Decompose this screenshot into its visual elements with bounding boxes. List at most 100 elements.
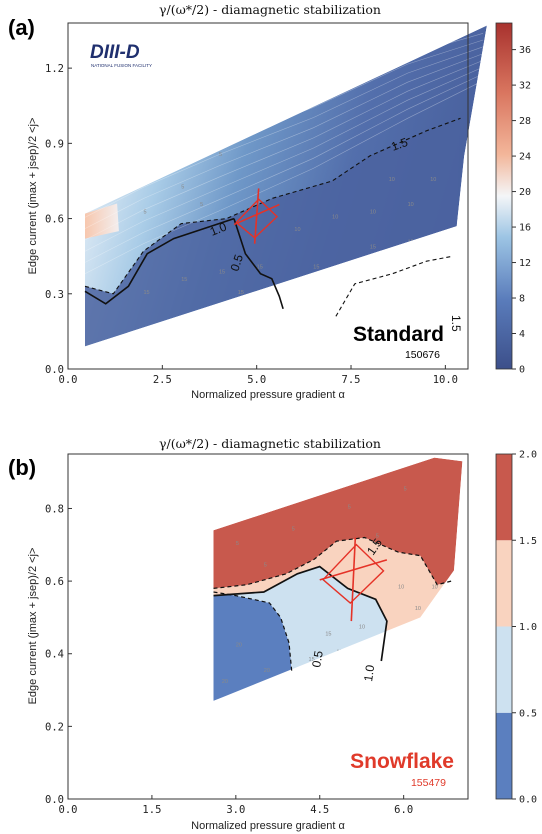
- panel-b-x-axis: 0.0 1.5 3.0 4.5 6.0: [59, 795, 413, 816]
- field-value: 15: [370, 245, 376, 251]
- panel-a-scenario-label: Standard: [353, 323, 444, 346]
- field-value: 20: [236, 642, 242, 648]
- uncertainty-box: [235, 198, 279, 239]
- panel-b-y-label: Edge current (jmax + jsep)/2 <j>: [27, 548, 39, 705]
- panel-a-title: γ/(ω*/2) - diamagnetic stabilization: [159, 2, 381, 17]
- x-tick-label: 2.5: [153, 374, 172, 386]
- field-value: 5: [106, 164, 109, 170]
- panel-a-y-axis: 0.0 0.3 0.6 0.9 1.2: [45, 63, 72, 376]
- panel-a-contour-label-1: 1.0: [208, 219, 229, 238]
- error-bar-y: [350, 537, 357, 622]
- panel-a-contour-labels: 1.0 0.5 1.5 1.5: [208, 135, 463, 332]
- colorbar-tick-label: 4: [519, 329, 525, 340]
- field-value: 15: [181, 277, 187, 283]
- panel-b: (b) γ/(ω*/2) - diamagnetic stabilization…: [8, 436, 537, 832]
- x-tick-label: 5.0: [247, 374, 266, 386]
- fine-contour-line: [85, 73, 484, 263]
- colorbar-tick-label: 12: [519, 258, 531, 269]
- field-value: 15: [313, 265, 319, 271]
- panel-b-contour-label-2: 1.0: [361, 664, 377, 683]
- panel-b-contours: [213, 536, 452, 672]
- y-tick-label: 0.4: [45, 649, 64, 661]
- panel-b-plot-area: 5 5 5 5 5 5 10 10 10 10 15 15 15 20 20 20 0.5 1.0 1.5: [213, 457, 463, 701]
- x-tick-label: 6.0: [394, 804, 413, 816]
- field-value: 10: [332, 215, 338, 221]
- field-value: 5: [125, 189, 128, 195]
- fine-contour-line: [85, 46, 484, 218]
- logo-text: DIII-D: [90, 42, 140, 63]
- field-value: 10: [432, 584, 438, 590]
- panel-a-warm-region: [85, 203, 119, 239]
- panel-b-level-0-0.5: [213, 592, 292, 701]
- field-value: 15: [143, 290, 149, 296]
- colorbar-tick-label: 24: [519, 152, 531, 163]
- panel-a-contour-label-4: 1.5: [449, 315, 463, 332]
- colorbar-tick-label: 1.0: [519, 622, 537, 633]
- field-value: 15: [337, 650, 343, 656]
- y-tick-label: 0.9: [45, 138, 64, 150]
- panel-b-scenario-label: Snowflake: [350, 750, 454, 773]
- panel-a-y-label: Edge current (jmax + jsep)/2 <j>: [27, 118, 39, 275]
- colorbar-tick-label: 1.5: [519, 536, 537, 547]
- panel-b-y-axis: 0.0 0.2 0.4 0.6 0.8: [45, 503, 72, 806]
- panel-b-x-label: Normalized pressure gradient α: [191, 820, 345, 832]
- x-tick-label: 10.0: [433, 374, 458, 386]
- field-value: 5: [264, 563, 267, 569]
- field-value: 5: [143, 210, 146, 216]
- field-value: 10: [389, 177, 395, 183]
- panel-b-title: γ/(ω*/2) - diamagnetic stabilization: [159, 436, 381, 451]
- y-tick-label: 0.6: [45, 576, 64, 588]
- field-value: 5: [236, 541, 239, 547]
- field-value: 10: [398, 584, 404, 590]
- panel-a-experimental-point: [233, 188, 280, 244]
- field-value: 20: [222, 679, 228, 685]
- panel-b-shot-number: 155479: [411, 777, 446, 789]
- colorbar-tick-label: 36: [519, 45, 531, 56]
- field-value: 10: [370, 210, 376, 216]
- colorbar-tick-label: 32: [519, 81, 531, 92]
- y-tick-label: 0.2: [45, 721, 64, 733]
- contour-0.5-solid: [233, 218, 284, 310]
- field-value: 5: [181, 184, 184, 190]
- y-tick-label: 0.6: [45, 214, 64, 226]
- field-value: 15: [257, 265, 263, 271]
- field-value: 10: [359, 624, 365, 630]
- colorbar-level: [496, 540, 512, 627]
- field-value: 15: [325, 632, 331, 638]
- colorbar-level: [496, 626, 512, 713]
- y-tick-label: 1.2: [45, 63, 64, 75]
- field-value: 15: [408, 240, 414, 246]
- field-value: 15: [219, 270, 225, 276]
- colorbar-tick-label: 28: [519, 116, 531, 127]
- field-value: 5: [200, 202, 203, 208]
- panel-a-axes-frame: [67, 22, 469, 370]
- colorbar-tick-label: 0.5: [519, 708, 537, 719]
- logo-subtitle: NATIONAL FUSION FACILITY: [91, 63, 152, 68]
- field-value: 10: [408, 202, 414, 208]
- field-value: 15: [309, 657, 315, 663]
- panel-b-experimental-point: [319, 537, 388, 622]
- panel-a-colorbar: [495, 22, 513, 370]
- colorbar-tick-label: 0.0: [519, 795, 537, 806]
- contour-1.5-dashed: [335, 255, 454, 317]
- y-tick-label: 0.0: [45, 364, 64, 376]
- panel-b-axes-frame: [67, 453, 469, 800]
- y-tick-label: 0.3: [45, 289, 64, 301]
- panel-a-contour-label-2: 0.5: [228, 252, 247, 273]
- field-value: 10: [294, 227, 300, 233]
- field-value: 10: [415, 606, 421, 612]
- fine-contour-line: [85, 60, 484, 241]
- y-tick-label: 0.8: [45, 503, 64, 515]
- colorbar-tick-label: 2.0: [519, 450, 537, 461]
- colorbar-level: [496, 712, 512, 799]
- panel-a-colorbar-ticks: 0 4 8 12 16 20 24 28 32 36: [512, 45, 531, 376]
- x-tick-label: 7.5: [342, 374, 361, 386]
- x-tick-label: 1.5: [142, 804, 161, 816]
- colorbar-level: [496, 454, 512, 541]
- panel-b-colorbar: 0.0 0.5 1.0 1.5 2.0: [495, 450, 537, 806]
- contour-0.5-dashed: [213, 591, 293, 672]
- panel-b-level-1.5-2.0: [213, 457, 463, 589]
- panel-b-contour-labels: 0.5 1.0 1.5: [309, 536, 385, 683]
- panel-a-label: (a): [8, 15, 35, 40]
